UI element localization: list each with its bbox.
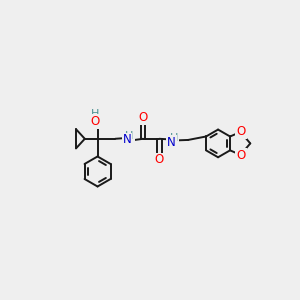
Text: O: O	[139, 111, 148, 124]
Text: H: H	[91, 110, 99, 119]
Text: N: N	[123, 134, 131, 146]
Text: O: O	[236, 149, 246, 162]
Text: O: O	[154, 154, 164, 166]
Text: H: H	[125, 131, 134, 141]
Text: O: O	[236, 125, 246, 138]
Text: N: N	[167, 136, 176, 149]
Text: O: O	[91, 115, 100, 128]
Text: H: H	[169, 133, 178, 143]
